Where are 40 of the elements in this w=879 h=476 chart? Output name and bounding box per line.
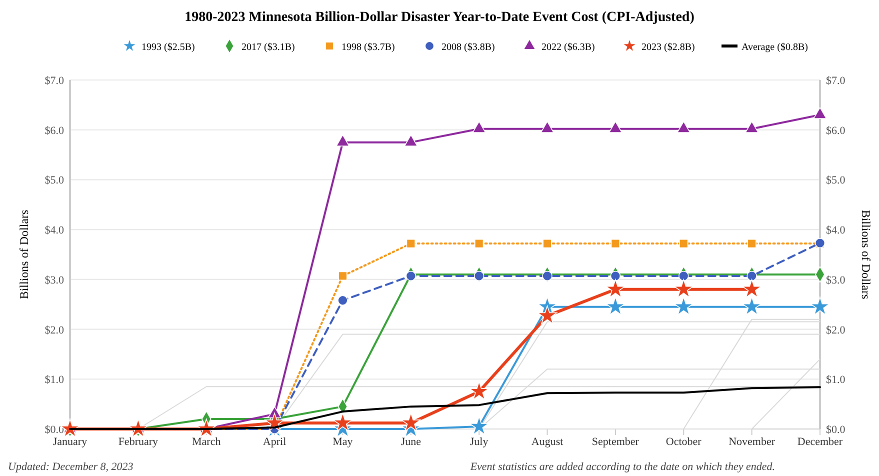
y-tick-label: $5.0 — [44, 174, 64, 187]
y2-tick-label: $5.0 — [826, 174, 846, 187]
y-tick-label: $2.0 — [44, 324, 64, 336]
y2-tick-label: $2.0 — [826, 324, 846, 336]
y-tick-label: $0.0 — [44, 424, 64, 436]
y2-axis-title: Billions of Dollars — [859, 210, 873, 300]
y2-tick-label: $0.0 — [826, 424, 846, 436]
y-tick-label: $1.0 — [44, 374, 64, 386]
legend-label: 2017 ($3.1B) — [242, 42, 295, 53]
x-tick-label: September — [592, 436, 640, 448]
y2-tick-label: $7.0 — [826, 75, 846, 87]
y-tick-label: $7.0 — [44, 75, 64, 87]
x-tick-label: August — [531, 436, 564, 448]
y2-tick-label: $1.0 — [826, 374, 846, 386]
y-tick-label: $3.0 — [44, 274, 64, 286]
x-tick-label: July — [470, 436, 489, 448]
x-tick-label: March — [192, 436, 222, 448]
x-tick-label: November — [728, 436, 776, 448]
y-tick-label: $4.0 — [44, 224, 64, 237]
x-tick-label: January — [52, 436, 88, 448]
legend-label: 2008 ($3.8B) — [442, 42, 495, 53]
text: Event statistics are added according to the date on which they ended. — [469, 461, 775, 473]
chart-title: 1980-2023 Minnesota Billion-Dollar Disaster Year-to-Date Event Cost (CPI-Adjusted) — [184, 10, 695, 25]
legend-label: 2023 ($2.8B) — [642, 42, 695, 53]
legend-label: 1993 ($2.5B) — [142, 42, 195, 53]
x-tick-label: April — [262, 436, 286, 448]
legend-label: Average ($0.8B) — [742, 42, 808, 53]
legend-label: 1998 ($3.7B) — [342, 42, 395, 53]
x-tick-label: December — [797, 436, 843, 448]
x-tick-label: October — [666, 436, 702, 448]
y2-tick-label: $3.0 — [826, 274, 846, 286]
y2-tick-label: $4.0 — [826, 224, 846, 237]
text: Updated: December 8, 2023 — [8, 461, 134, 473]
y2-tick-label: $6.0 — [826, 124, 846, 137]
x-tick-label: February — [118, 436, 159, 448]
y-axis-title: Billions of Dollars — [17, 210, 31, 300]
y-tick-label: $6.0 — [44, 124, 64, 137]
legend-label: 2022 ($6.3B) — [542, 42, 595, 53]
x-tick-label: May — [332, 436, 354, 448]
x-tick-label: June — [400, 436, 422, 448]
